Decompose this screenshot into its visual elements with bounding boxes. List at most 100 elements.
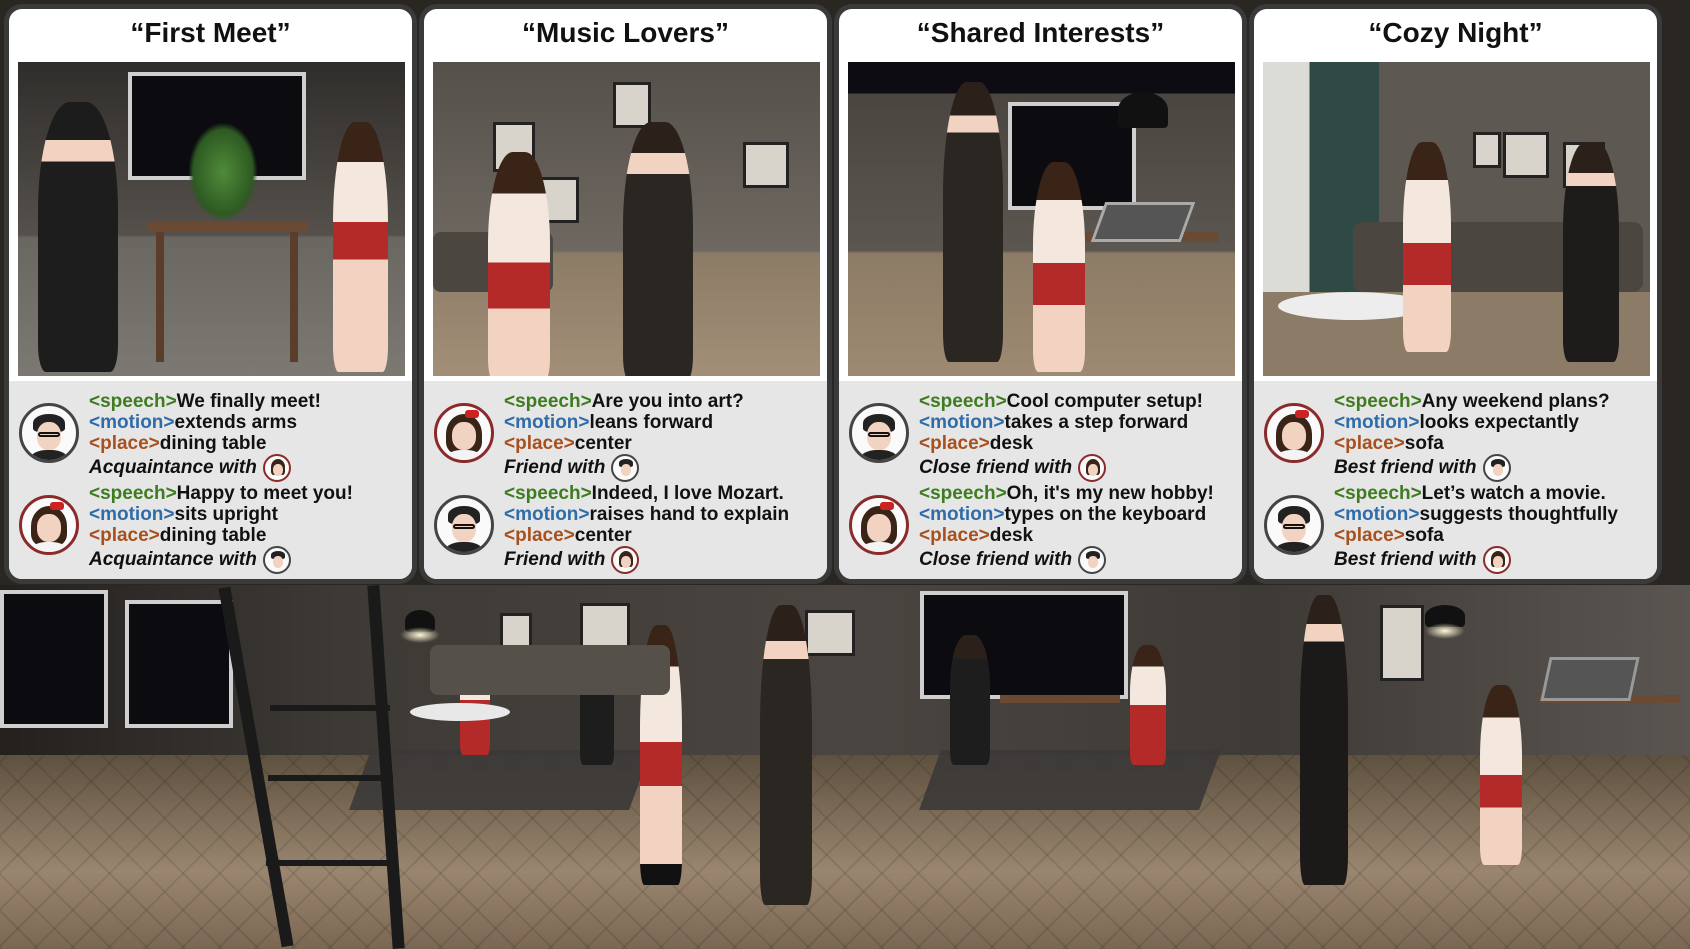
dialog-entry: <speech>We finally meet! <motion>extends …	[9, 389, 412, 485]
speech-tag: <speech>	[89, 483, 177, 504]
relation-text: Friend with	[504, 457, 606, 479]
scene-image	[18, 62, 405, 376]
relation-text: Best friend with	[1334, 457, 1477, 479]
dialog-box: <speech>We finally meet! <motion>extends …	[9, 381, 412, 579]
motion-text: looks expectantly	[1419, 412, 1579, 433]
boy-avatar-icon	[1482, 454, 1511, 482]
motion-tag: <motion>	[504, 412, 590, 433]
speech-tag: <speech>	[1334, 391, 1422, 412]
dialog-box: <speech>Any weekend plans? <motion>looks …	[1254, 381, 1657, 579]
dialog-entry: <speech>Are you into art? <motion>leans f…	[424, 389, 827, 485]
dialog-entry: <speech>Indeed, I love Mozart. <motion>ra…	[424, 481, 827, 577]
boy-avatar-icon	[1078, 546, 1107, 574]
motion-tag: <motion>	[504, 504, 590, 525]
relation-text: Friend with	[504, 549, 606, 571]
place-line: <place>sofa	[1334, 433, 1610, 454]
relation-text: Close friend with	[919, 549, 1073, 571]
scene-image	[433, 62, 820, 376]
boy-avatar-icon	[434, 495, 494, 555]
speech-text: Indeed, I love Mozart.	[591, 483, 784, 504]
motion-tag: <motion>	[919, 504, 1005, 525]
panel-music-lovers: “Music Lovers” <speech>Are you into art?…	[419, 4, 832, 584]
motion-line: <motion>looks expectantly	[1334, 412, 1610, 433]
motion-text: raises hand to explain	[589, 504, 790, 525]
girl-avatar-icon	[1482, 546, 1511, 574]
speech-text: Let’s watch a movie.	[1421, 483, 1606, 504]
place-tag: <place>	[1334, 525, 1405, 546]
place-text: sofa	[1404, 525, 1444, 546]
panel-title: “Music Lovers”	[522, 17, 729, 48]
place-line: <place>desk	[919, 433, 1203, 454]
relation-line: Friend with	[504, 546, 789, 574]
motion-text: leans forward	[589, 412, 714, 433]
speech-text: Any weekend plans?	[1421, 391, 1610, 412]
panel-title: “Cozy Night”	[1368, 17, 1543, 48]
motion-line: <motion>takes a step forward	[919, 412, 1203, 433]
dialog-lines: <speech>Are you into art? <motion>leans f…	[504, 391, 744, 482]
dialog-lines: <speech>Oh, it's my new hobby! <motion>ty…	[919, 483, 1214, 574]
motion-line: <motion>extends arms	[89, 412, 321, 433]
boy-avatar-icon	[611, 454, 640, 482]
motion-text: takes a step forward	[1004, 412, 1189, 433]
relation-line: Best friend with	[1334, 454, 1610, 482]
relation-line: Acquaintance with	[89, 454, 321, 482]
speech-tag: <speech>	[504, 391, 592, 412]
girl-character	[1480, 685, 1522, 865]
place-tag: <place>	[89, 525, 160, 546]
panel-shared-interests: “Shared Interests” <speech>Cool computer…	[834, 4, 1247, 584]
dialog-lines: <speech>Any weekend plans? <motion>looks …	[1334, 391, 1610, 482]
scene-image	[848, 62, 1235, 376]
dialog-entry: <speech>Oh, it's my new hobby! <motion>ty…	[839, 481, 1242, 577]
place-line: <place>sofa	[1334, 525, 1618, 546]
boy-avatar-icon	[262, 546, 291, 574]
speech-line: <speech>Are you into art?	[504, 391, 744, 412]
coffee-table	[410, 703, 510, 721]
motion-tag: <motion>	[1334, 412, 1420, 433]
speech-line: <speech>We finally meet!	[89, 391, 321, 412]
panel-title: “First Meet”	[130, 17, 291, 48]
boy-avatar-icon	[1264, 495, 1324, 555]
dialog-lines: <speech>Indeed, I love Mozart. <motion>ra…	[504, 483, 789, 574]
motion-tag: <motion>	[89, 412, 175, 433]
place-line: <place>center	[504, 433, 744, 454]
motion-text: suggests thoughtfully	[1419, 504, 1618, 525]
place-text: dining table	[159, 525, 267, 546]
shelf-board	[270, 705, 390, 711]
panel-first-meet: “First Meet” <speech>We finally meet! <mo…	[4, 4, 417, 584]
motion-text: sits upright	[174, 504, 278, 525]
motion-line: <motion>suggests thoughtfully	[1334, 504, 1618, 525]
speech-text: Happy to meet you!	[176, 483, 353, 504]
place-line: <place>desk	[919, 525, 1214, 546]
speech-tag: <speech>	[919, 391, 1007, 412]
girl-avatar-icon	[1078, 454, 1107, 482]
place-tag: <place>	[504, 525, 575, 546]
place-tag: <place>	[919, 433, 990, 454]
speech-text: Cool computer setup!	[1006, 391, 1204, 412]
relation-line: Acquaintance with	[89, 546, 353, 574]
motion-tag: <motion>	[89, 504, 175, 525]
boy-character	[950, 635, 990, 765]
scene-window-left-2	[125, 600, 233, 728]
motion-line: <motion>types on the keyboard	[919, 504, 1214, 525]
motion-text: extends arms	[174, 412, 298, 433]
place-text: center	[574, 525, 632, 546]
dialog-entry: <speech>Cool computer setup! <motion>take…	[839, 389, 1242, 485]
motion-line: <motion>sits upright	[89, 504, 353, 525]
motion-line: <motion>raises hand to explain	[504, 504, 789, 525]
shelf-board	[266, 860, 396, 866]
dialog-entry: <speech>Happy to meet you! <motion>sits u…	[9, 481, 412, 577]
dialog-lines: <speech>Happy to meet you! <motion>sits u…	[89, 483, 353, 574]
dining-table	[1000, 695, 1120, 703]
place-tag: <place>	[504, 433, 575, 454]
relation-line: Best friend with	[1334, 546, 1618, 574]
speech-line: <speech>Happy to meet you!	[89, 483, 353, 504]
wall-frame	[805, 610, 855, 656]
wall-frame	[1380, 605, 1424, 681]
relation-line: Close friend with	[919, 454, 1203, 482]
place-line: <place>dining table	[89, 525, 353, 546]
lamp	[1425, 605, 1465, 627]
speech-text: We finally meet!	[176, 391, 321, 412]
place-line: <place>dining table	[89, 433, 321, 454]
speech-line: <speech>Cool computer setup!	[919, 391, 1203, 412]
dialog-lines: <speech>Let’s watch a movie. <motion>sugg…	[1334, 483, 1618, 574]
